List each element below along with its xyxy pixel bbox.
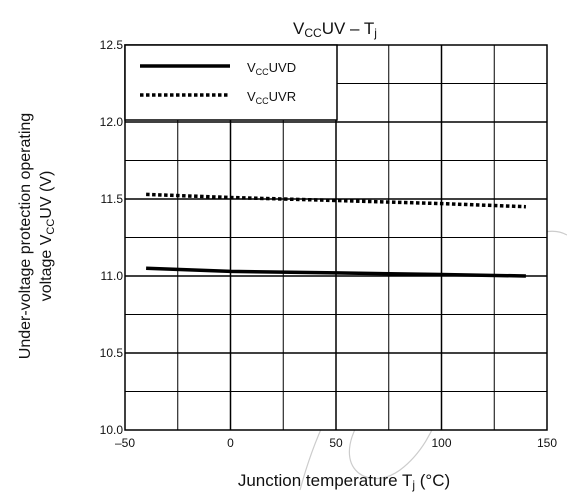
y-tick-label: 12.5	[100, 38, 124, 52]
legend-label-vccuvd: VCCUVD	[247, 60, 296, 77]
series-line-vccuvr	[146, 192, 526, 209]
x-tick-label: 0	[227, 436, 234, 450]
x-tick-label: 150	[537, 436, 557, 450]
y-tick-labels: 10.0 10.5 11.0 11.5 12.0 12.5	[100, 38, 124, 437]
y-tick-label: 11.5	[101, 192, 124, 206]
x-tick-label: –50	[115, 436, 135, 450]
y-axis-label-line1: Under-voltage protection operating	[17, 113, 34, 359]
series-layer	[146, 192, 526, 278]
y-tick-label: 10.0	[100, 423, 124, 437]
series-line-vccuvd	[146, 266, 526, 278]
x-tick-label: 100	[431, 436, 451, 450]
y-axis-label: Under-voltage protection operating volta…	[17, 113, 57, 359]
y-tick-label: 10.5	[100, 346, 124, 360]
legend-box	[124, 44, 338, 121]
x-axis-label: Junction temperature Tj (°C)	[238, 471, 450, 492]
chart-title: VCCUV – Tj	[293, 19, 377, 40]
legend: VCCUVD VCCUVR	[124, 44, 338, 121]
y-tick-label: 12.0	[100, 115, 124, 129]
x-tick-label: 50	[329, 436, 343, 450]
y-axis-label-line2: voltage VCCUV (V)	[38, 171, 57, 302]
legend-label-vccuvr: VCCUVR	[247, 89, 296, 106]
y-tick-label: 11.0	[101, 269, 124, 283]
x-tick-labels: –50 0 50 100 150	[115, 436, 557, 450]
